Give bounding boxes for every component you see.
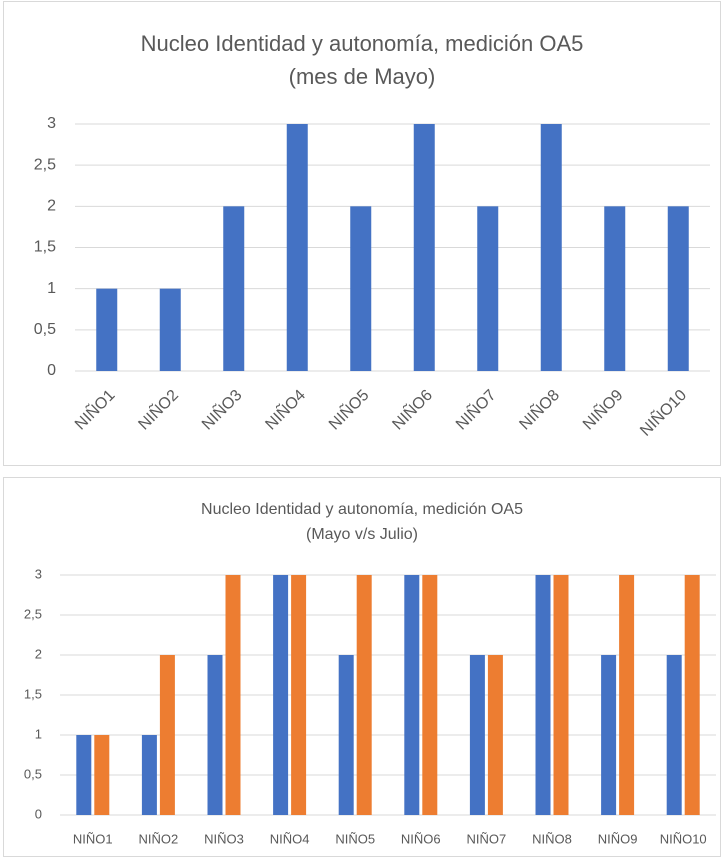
chart-subtitle: (Mayo v/s Julio) [306,526,418,543]
x-tick-label: NIÑO2 [139,831,179,846]
y-tick-label: 0 [35,806,42,821]
x-tick-label: NIÑO8 [532,831,572,846]
bar [207,655,223,815]
bar [94,735,110,815]
bar [666,655,682,815]
y-tick-label: 0,5 [24,766,42,781]
bar [223,206,245,371]
bar [422,575,438,815]
y-tick-label: 2 [47,198,56,215]
x-tick-label: NIÑO9 [598,831,638,846]
bar [604,206,626,371]
bar [96,288,118,371]
bar [601,655,617,815]
chart-subtitle: (mes de Mayo) [289,64,436,89]
y-tick-label: 2,5 [34,156,56,173]
y-tick-label: 0,5 [34,321,56,338]
bar [413,124,435,371]
bar [141,735,157,815]
bar [487,655,503,815]
y-tick-label: 1 [35,726,42,741]
y-tick-label: 2,5 [24,606,42,621]
bar [667,206,689,371]
bar [338,655,354,815]
bar [76,735,92,815]
bar [477,206,499,371]
x-tick-label: NIÑO6 [401,831,441,846]
bar [469,655,485,815]
chart-title: Nucleo Identidad y autonomía, medición O… [141,31,584,56]
x-tick-label: NIÑO5 [335,831,375,846]
y-tick-label: 3 [47,115,56,132]
bar [535,575,551,815]
x-tick-label: NIÑO10 [660,831,707,846]
y-tick-label: 0 [47,362,56,379]
chart-title: Nucleo Identidad y autonomía, medición O… [201,501,523,518]
x-tick-label: NIÑO7 [467,831,507,846]
bar [619,575,635,815]
bar [350,206,372,371]
bar [225,575,241,815]
y-tick-label: 3 [35,566,42,581]
bar [553,575,569,815]
bar [404,575,420,815]
x-tick-label: NIÑO1 [73,831,113,846]
bar [286,124,308,371]
x-tick-label: NIÑO3 [204,831,244,846]
y-tick-label: 1 [47,280,56,297]
y-tick-label: 1,5 [34,239,56,256]
y-tick-label: 2 [35,646,42,661]
bar [291,575,307,815]
bar [684,575,700,815]
y-tick-label: 1,5 [24,686,42,701]
bar [273,575,289,815]
bar [159,655,175,815]
x-tick-label: NIÑO4 [270,831,310,846]
bar [356,575,372,815]
bar [159,288,181,371]
bar [540,124,562,371]
